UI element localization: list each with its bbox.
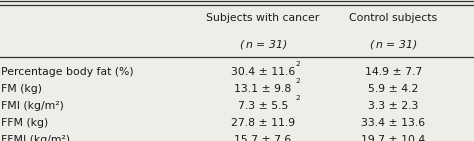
Text: Subjects with cancer: Subjects with cancer (207, 13, 319, 23)
Text: 3.3 ± 2.3: 3.3 ± 2.3 (368, 101, 419, 111)
Text: FFMI (kg/m²): FFMI (kg/m²) (1, 135, 70, 141)
Text: 14.9 ± 7.7: 14.9 ± 7.7 (365, 67, 422, 77)
Text: FFM (kg): FFM (kg) (1, 118, 48, 128)
Text: 2: 2 (295, 61, 300, 67)
Text: 33.4 ± 13.6: 33.4 ± 13.6 (361, 118, 426, 128)
Text: 30.4 ± 11.6: 30.4 ± 11.6 (231, 67, 295, 77)
Text: 15.7 ± 7.6: 15.7 ± 7.6 (235, 135, 292, 141)
Text: FM (kg): FM (kg) (1, 84, 42, 94)
Text: 2: 2 (295, 78, 300, 84)
Text: 7.3 ± 5.5: 7.3 ± 5.5 (238, 101, 288, 111)
Text: 2: 2 (295, 95, 300, 101)
Text: ( $n$ = 31): ( $n$ = 31) (239, 38, 287, 51)
Text: 27.8 ± 11.9: 27.8 ± 11.9 (231, 118, 295, 128)
Text: 13.1 ± 9.8: 13.1 ± 9.8 (235, 84, 292, 94)
Text: FMI (kg/m²): FMI (kg/m²) (1, 101, 64, 111)
Text: 5.9 ± 4.2: 5.9 ± 4.2 (368, 84, 419, 94)
Text: ( $n$ = 31): ( $n$ = 31) (369, 38, 418, 51)
Text: Control subjects: Control subjects (349, 13, 438, 23)
Text: 19.7 ± 10.4: 19.7 ± 10.4 (361, 135, 426, 141)
Text: Percentage body fat (%): Percentage body fat (%) (1, 67, 134, 77)
